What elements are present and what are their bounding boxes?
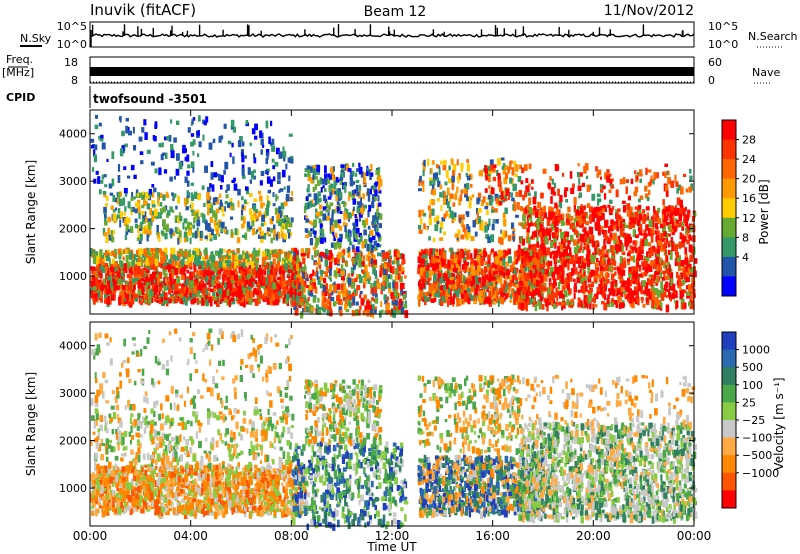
station-title: Inuvik (fitACF) [90,1,196,19]
power-colorbar-swatch-5 [722,217,736,238]
beam-title: Beam 12 [364,4,427,20]
velocity-colorbar-tick-4: −25 [742,414,765,427]
noise-right-tick-bottom: 10^0 [708,38,738,51]
noise-left-tick-bottom: 10^0 [57,38,87,51]
velocity-colorbar-label: Velocity [m s⁻¹] [772,377,786,470]
power-colorbar-swatch-0 [722,120,736,141]
power-colorbar-tick-1: 24 [742,153,756,166]
power-colorbar-tick-3: 16 [742,192,756,205]
velocity-ylabel: Slant Range [km] [24,372,38,476]
velocity-colorbar-tick-3: 25 [742,396,756,409]
power-panel: 1000 2000 3000 4000 Slant Range [km] 28 24 20… [24,109,771,319]
power-ylabel: Slant Range [km] [24,160,38,264]
power-colorbar-tick-6: 4 [742,251,749,264]
power-colorbar-swatch-1 [722,139,736,160]
freq-band [90,67,694,76]
power-colorbar-tick-2: 20 [742,173,756,186]
velocity-panel: 1000 2000 3000 4000 Slant Range [km] 1000 50… [24,321,786,531]
date-title: 11/Nov/2012 [604,3,694,19]
freq-left-tick-bottom: 8 [71,74,78,87]
power-colorbar-swatch-8 [722,276,736,297]
freq-left-tick-top: 18 [64,56,78,69]
velocity-colorbar-tick-7: −1000 [742,467,779,480]
velocity-colorbar-swatch-8 [722,472,736,491]
freq-unit: [MHz] [2,66,34,79]
x-tick-1: 04:00 [173,529,208,543]
power-ytick-2: 3000 [59,175,87,188]
power-colorbar-tick-5: 8 [742,231,749,244]
x-tick-0: 00:00 [73,529,108,543]
velocity-colorbar-swatch-1 [722,349,736,368]
velocity-colorbar-swatch-7 [722,455,736,474]
velocity-colorbar-tick-5: −100 [742,432,772,445]
x-tick-3: 12:00 [375,529,410,543]
velocity-ytick-3: 4000 [59,340,87,353]
x-axis-label: Time UT [366,540,417,554]
x-tick-6: 00:00 [677,529,712,543]
power-heatmap [90,114,698,319]
x-axis: 00:00 04:00 08:00 12:00 16:00 20:00 00:00 [73,110,712,543]
power-ytick-1: 2000 [59,223,87,236]
velocity-colorbar-tick-2: 100 [742,379,763,392]
nsky-label: N.Sky [20,32,52,45]
power-ytick-3: 4000 [59,128,87,141]
velocity-heatmap [90,328,698,531]
freq-panel: Freq. [MHz] 18 8 60 0 Nave [2,53,780,87]
noise-spikes [90,24,684,47]
velocity-colorbar-tick-1: 500 [742,361,763,374]
velocity-colorbar-tick-6: −500 [742,449,772,462]
velocity-colorbar-swatch-0 [722,332,736,351]
velocity-ytick-2: 3000 [59,387,87,400]
velocity-colorbar-swatch-3 [722,384,736,403]
nave-right-tick-bottom: 0 [708,74,715,87]
velocity-ytick-0: 1000 [59,482,87,495]
power-colorbar-swatch-7 [722,256,736,277]
nave-label: Nave [752,66,780,79]
power-colorbar-swatch-2 [722,159,736,180]
x-tick-5: 20:00 [576,529,611,543]
cpid-label: CPID [6,91,35,104]
power-colorbar-tick-4: 12 [742,212,756,225]
velocity-colorbar-swatch-9 [722,490,736,509]
noise-trace [89,32,695,38]
nave-right-tick-top: 60 [708,56,722,69]
x-tick-4: 16:00 [475,529,510,543]
nsearch-label: N.Search [748,30,798,43]
noise-right-tick-top: 10^5 [708,20,738,33]
velocity-colorbar-swatch-4 [722,402,736,421]
freq-label: Freq. [6,53,33,66]
noise-left-tick-top: 10^5 [57,20,87,33]
cpid-value: twofsound -3501 [93,92,207,106]
velocity-colorbar-swatch-2 [722,367,736,386]
velocity-ytick-1: 2000 [59,435,87,448]
noise-panel: N.Sky 10^5 10^0 10^5 10^0 N.Search [20,20,798,51]
power-colorbar-swatch-6 [722,237,736,258]
power-ytick-0: 1000 [59,270,87,283]
velocity-colorbar-swatch-5 [722,420,736,439]
power-colorbar-swatch-3 [722,178,736,199]
x-tick-2: 08:00 [274,529,309,543]
power-colorbar-swatch-4 [722,198,736,219]
velocity-colorbar-tick-0: 1000 [742,344,770,357]
power-colorbar-tick-0: 28 [742,134,756,147]
power-colorbar-label: Power [dB] [757,179,771,244]
velocity-colorbar-swatch-6 [722,437,736,456]
